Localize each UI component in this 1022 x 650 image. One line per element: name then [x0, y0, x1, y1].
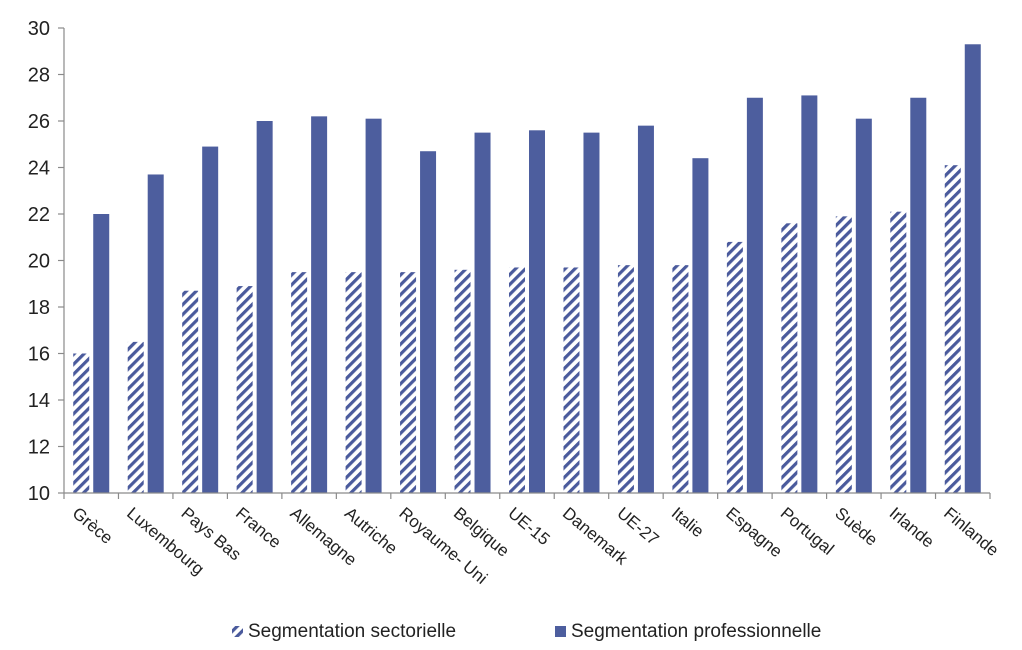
x-category-label: Portugal: [777, 504, 838, 559]
y-tick-label: 26: [28, 111, 50, 133]
y-tick-label: 28: [28, 65, 50, 87]
bar-sectorielle: [672, 265, 689, 493]
bar-professionnelle: [311, 116, 328, 493]
bar-sectorielle: [236, 286, 253, 493]
bar-sectorielle: [781, 223, 798, 494]
bar-professionnelle: [420, 151, 437, 493]
y-tick-label: 16: [28, 344, 50, 366]
bar-professionnelle: [637, 125, 654, 494]
bar-sectorielle: [835, 216, 852, 493]
x-category-label: Suède: [831, 504, 881, 550]
y-tick-label: 22: [28, 204, 50, 226]
x-category-label: Italie: [668, 504, 708, 542]
x-category-label: Grèce: [69, 504, 117, 548]
bar-professionnelle: [855, 118, 872, 494]
legend-label-professionnelle: Segmentation professionnelle: [571, 621, 821, 642]
axes-layer: [58, 27, 991, 499]
y-tick-label: 18: [28, 297, 50, 319]
bar-sectorielle: [944, 165, 961, 494]
y-tick-label: 10: [28, 483, 50, 505]
bar-sectorielle: [726, 241, 743, 493]
bar-professionnelle: [93, 214, 110, 493]
y-tick-labels: 10 12 14 16 18 20 22 24 26 28 30: [28, 18, 50, 505]
bar-sectorielle: [400, 272, 417, 493]
bar-professionnelle: [529, 130, 545, 494]
x-category-label: Finlande: [940, 504, 1002, 560]
bar-professionnelle: [910, 97, 927, 493]
y-tick-label: 24: [28, 158, 50, 180]
y-tick-label: 30: [28, 18, 50, 40]
bar-sectorielle: [563, 267, 580, 493]
bar-professionnelle: [801, 95, 818, 494]
x-category-label: Espagne: [722, 504, 786, 562]
legend-swatch-sectorielle: [232, 626, 243, 637]
legend: Segmentation sectorielle Segmentation pro…: [232, 621, 821, 642]
legend-label-sectorielle: Segmentation sectorielle: [248, 621, 456, 642]
bar-professionnelle: [583, 132, 600, 493]
bar-sectorielle: [182, 290, 199, 493]
bar-sectorielle: [73, 353, 90, 493]
bar-professionnelle: [202, 146, 219, 493]
bars-layer: [73, 44, 981, 494]
bar-professionnelle: [365, 118, 382, 494]
bar-sectorielle: [509, 267, 525, 493]
x-category-label: UE-15: [504, 504, 553, 550]
bar-professionnelle: [692, 158, 709, 493]
bar-sectorielle: [617, 265, 634, 493]
bar-professionnelle: [964, 44, 981, 494]
y-tick-label: 20: [28, 251, 50, 273]
bar-professionnelle: [746, 97, 763, 493]
bar-sectorielle: [890, 211, 907, 494]
bar-sectorielle: [345, 272, 362, 493]
bar-professionnelle: [147, 174, 164, 493]
y-tick-label: 12: [28, 437, 50, 459]
x-category-label: UE-27: [613, 504, 662, 550]
bar-sectorielle: [291, 272, 308, 493]
y-tick-label: 14: [28, 390, 50, 412]
bar-professionnelle: [256, 121, 273, 493]
bar-professionnelle: [474, 132, 491, 493]
bar-sectorielle: [454, 269, 471, 493]
legend-swatch-professionnelle: [555, 626, 566, 637]
bar-sectorielle: [127, 341, 144, 493]
x-category-label: Irlande: [886, 504, 938, 552]
